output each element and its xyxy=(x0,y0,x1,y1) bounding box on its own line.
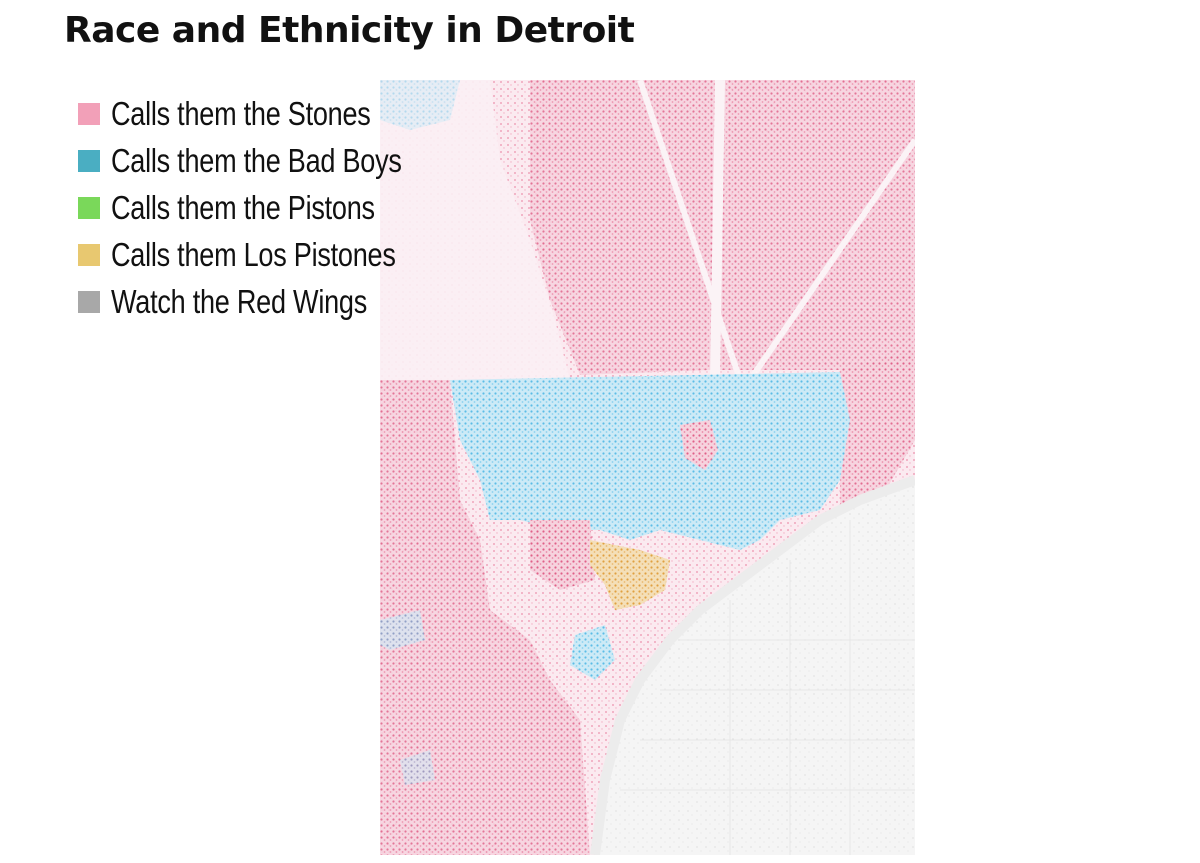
east-pink-area xyxy=(840,350,915,510)
south-blue-pocket xyxy=(570,625,615,680)
legend-swatch-stones xyxy=(78,102,100,125)
windsor-street-grid xyxy=(620,520,915,855)
northwest-sparse-area xyxy=(380,80,570,380)
legend-item-bad-boys: Calls them the Bad Boys xyxy=(78,137,465,184)
map-canvas xyxy=(380,80,915,855)
west-pink-area xyxy=(380,380,590,855)
southwest-pink-block xyxy=(530,520,595,590)
legend-swatch-los-pistones xyxy=(78,243,100,266)
legend-swatch-bad-boys xyxy=(78,149,100,172)
northwest-blue-cluster xyxy=(380,80,460,130)
legend-swatch-red-wings xyxy=(78,290,100,313)
central-blue-area xyxy=(450,372,850,550)
legend-label-red-wings: Watch the Red Wings xyxy=(111,282,368,320)
west-blue-cluster xyxy=(380,610,425,650)
windsor-gray-area xyxy=(595,480,915,855)
pink-enclave xyxy=(680,420,718,470)
map-legend: Calls them the Stones Calls them the Bad… xyxy=(78,90,465,325)
legend-label-pistons: Calls them the Pistons xyxy=(111,188,375,226)
southwest-orange-cluster xyxy=(590,540,670,610)
legend-item-stones: Calls them the Stones xyxy=(78,90,465,137)
dot-density-map xyxy=(380,80,915,855)
legend-item-red-wings: Watch the Red Wings xyxy=(78,278,465,325)
legend-item-los-pistones: Calls them Los Pistones xyxy=(78,231,465,278)
road-diag-2 xyxy=(747,138,915,382)
road-north xyxy=(710,80,725,381)
legend-label-los-pistones: Calls them Los Pistones xyxy=(111,235,396,273)
legend-item-pistons: Calls them the Pistons xyxy=(78,184,465,231)
detroit-river xyxy=(590,475,915,855)
legend-swatch-pistons xyxy=(78,196,100,219)
legend-label-bad-boys: Calls them the Bad Boys xyxy=(111,141,402,179)
legend-label-stones: Calls them the Stones xyxy=(111,94,371,132)
southwest-blue-cluster xyxy=(400,750,435,785)
road-diag-1 xyxy=(637,80,743,381)
map-title: Race and Ethnicity in Detroit xyxy=(64,10,635,51)
